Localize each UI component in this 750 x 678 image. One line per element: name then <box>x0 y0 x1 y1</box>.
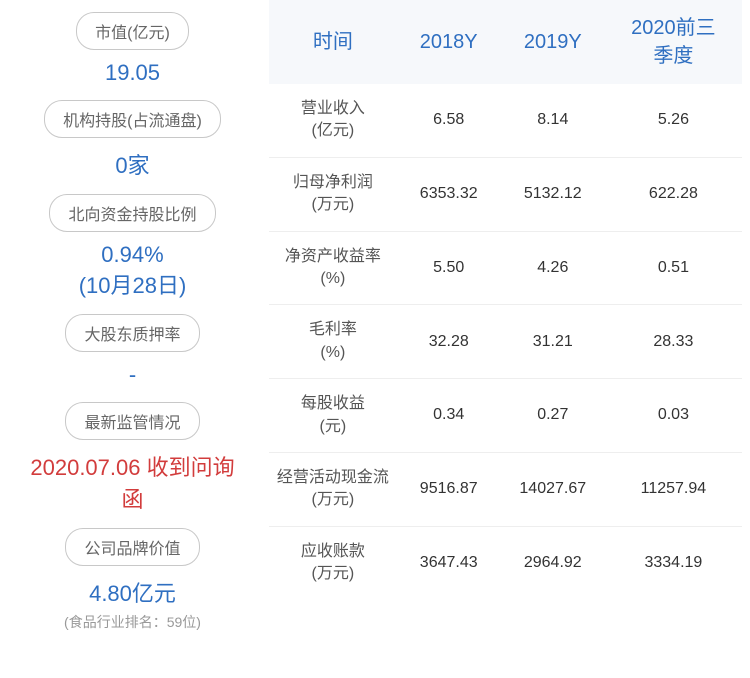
table-row: 毛利率(%) 32.28 31.21 28.33 <box>269 305 742 379</box>
table-row: 归母净利润(万元) 6353.32 5132.12 622.28 <box>269 157 742 231</box>
col-header-2019: 2019Y <box>501 0 605 84</box>
cell: 622.28 <box>605 157 742 231</box>
cell: 5132.12 <box>501 157 605 231</box>
cell: 0.03 <box>605 379 742 453</box>
row-label: 营业收入(亿元) <box>269 84 397 157</box>
stat-pill-regulatory: 最新监管情况 <box>65 402 199 440</box>
stat-pill-northbound: 北向资金持股比例 <box>49 194 215 232</box>
cell: 0.51 <box>605 231 742 305</box>
table-row: 应收账款(万元) 3647.43 2964.92 3334.19 <box>269 526 742 599</box>
cell: 5.26 <box>605 84 742 157</box>
cell: 3334.19 <box>605 526 742 599</box>
cell: 0.34 <box>397 379 501 453</box>
left-stats-panel: 市值(亿元) 19.05 机构持股(占流通盘) 0家 北向资金持股比例 0.94… <box>0 0 265 678</box>
row-label: 经营活动现金流(万元) <box>269 452 397 526</box>
table-row: 每股收益(元) 0.34 0.27 0.03 <box>269 379 742 453</box>
cell: 6353.32 <box>397 157 501 231</box>
cell: 14027.67 <box>501 452 605 526</box>
row-label: 净资产收益率(%) <box>269 231 397 305</box>
row-label: 归母净利润(万元) <box>269 157 397 231</box>
table-row: 净资产收益率(%) 5.50 4.26 0.51 <box>269 231 742 305</box>
row-label: 应收账款(万元) <box>269 526 397 599</box>
table-body: 营业收入(亿元) 6.58 8.14 5.26 归母净利润(万元) 6353.3… <box>269 84 742 599</box>
cell: 5.50 <box>397 231 501 305</box>
cell: 3647.43 <box>397 526 501 599</box>
stat-pill-inst-holding: 机构持股(占流通盘) <box>44 100 221 138</box>
col-header-2020q3: 2020前三季度 <box>605 0 742 84</box>
stat-value-brand-value: 4.80亿元 <box>89 576 176 608</box>
cell: 9516.87 <box>397 452 501 526</box>
financial-table: 时间 2018Y 2019Y 2020前三季度 营业收入(亿元) 6.58 8.… <box>269 0 742 599</box>
stat-pill-pledge: 大股东质押率 <box>65 314 199 352</box>
cell: 6.58 <box>397 84 501 157</box>
stat-pill-market-cap: 市值(亿元) <box>76 12 189 50</box>
cell: 28.33 <box>605 305 742 379</box>
stat-sub-brand-value: (食品行业排名：59位) <box>64 612 201 632</box>
cell: 32.28 <box>397 305 501 379</box>
row-label: 每股收益(元) <box>269 379 397 453</box>
col-header-2018: 2018Y <box>397 0 501 84</box>
cell: 4.26 <box>501 231 605 305</box>
cell: 31.21 <box>501 305 605 379</box>
table-row: 营业收入(亿元) 6.58 8.14 5.26 <box>269 84 742 157</box>
stat-value-market-cap: 19.05 <box>105 60 160 86</box>
stat-value-regulatory: 2020.07.06 收到问询函 <box>20 450 245 514</box>
table-header-row: 时间 2018Y 2019Y 2020前三季度 <box>269 0 742 84</box>
stat-value-northbound: 0.94%(10月28日) <box>79 242 187 300</box>
row-label: 毛利率(%) <box>269 305 397 379</box>
cell: 2964.92 <box>501 526 605 599</box>
cell: 8.14 <box>501 84 605 157</box>
stat-pill-brand-value: 公司品牌价值 <box>65 528 199 566</box>
cell: 0.27 <box>501 379 605 453</box>
table-row: 经营活动现金流(万元) 9516.87 14027.67 11257.94 <box>269 452 742 526</box>
cell: 11257.94 <box>605 452 742 526</box>
stat-value-inst-holding: 0家 <box>115 148 149 180</box>
financial-table-panel: 时间 2018Y 2019Y 2020前三季度 营业收入(亿元) 6.58 8.… <box>265 0 750 678</box>
col-header-time: 时间 <box>269 0 397 84</box>
stat-value-pledge: - <box>129 362 136 388</box>
